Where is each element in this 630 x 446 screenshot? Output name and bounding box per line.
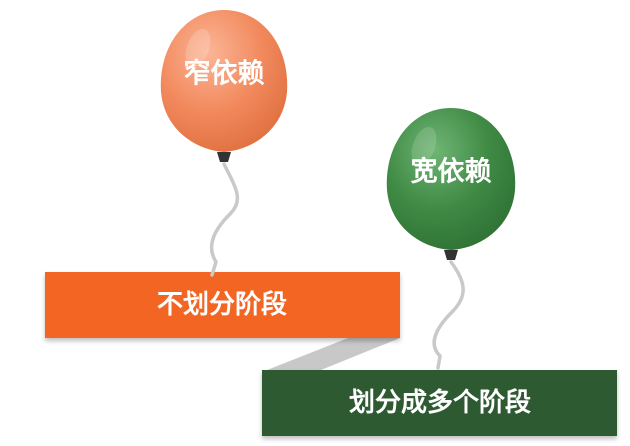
balloon-knot xyxy=(444,250,458,260)
wide-dependency-label: 宽依赖 xyxy=(411,156,492,188)
balloon-string xyxy=(209,162,240,277)
balloon-knot xyxy=(217,152,231,162)
narrow-dependency-balloon: 窄依赖 xyxy=(160,10,288,277)
single-stage-label: 不划分阶段 xyxy=(157,289,287,320)
narrow-dependency-label: 窄依赖 xyxy=(184,58,265,90)
wide-dependency-balloon: 宽依赖 xyxy=(386,108,516,370)
multi-stage-label: 划分成多个阶段 xyxy=(349,387,531,418)
single-stage-bar: 不划分阶段 xyxy=(45,272,400,338)
balloon-string xyxy=(432,260,465,370)
stage-connector xyxy=(262,338,400,372)
multi-stage-bar: 划分成多个阶段 xyxy=(262,370,617,436)
